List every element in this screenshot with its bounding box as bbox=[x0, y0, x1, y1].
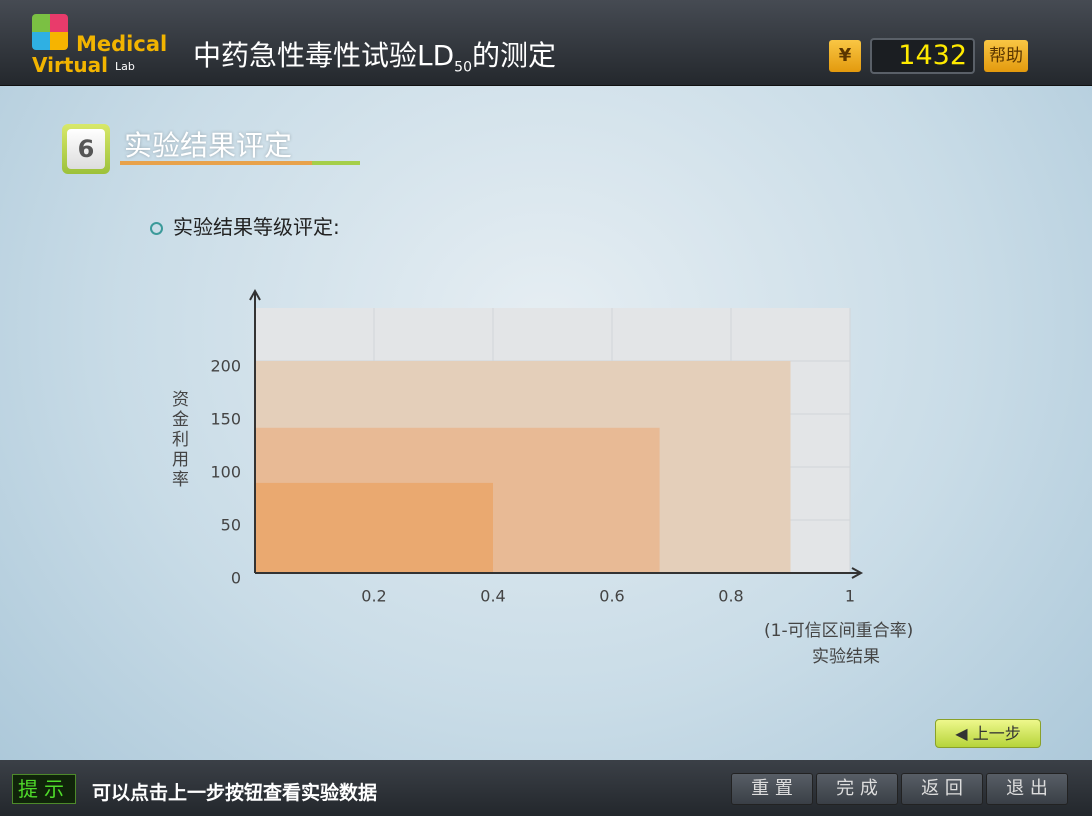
x-axis-arrow bbox=[851, 567, 864, 579]
return-button[interactable]: 返 回 bbox=[901, 773, 983, 805]
title-text: 中药急性毒性试验LD bbox=[193, 39, 455, 72]
exit-button[interactable]: 退 出 bbox=[986, 773, 1068, 805]
help-button[interactable]: 帮助 bbox=[984, 40, 1028, 72]
x-tick-label: 0.2 bbox=[361, 587, 386, 606]
y-tick-label: 200 bbox=[210, 357, 241, 376]
title-text: 的测定 bbox=[472, 39, 557, 72]
title-sub: 50 bbox=[454, 59, 472, 76]
x-axis-label: (1-可信区间重合率) bbox=[764, 621, 914, 641]
logo-text: Medical bbox=[76, 32, 168, 56]
back-button[interactable]: ◀ 上一步 bbox=[935, 719, 1041, 748]
logo-text: Virtual bbox=[32, 53, 108, 77]
counter: 1432 bbox=[870, 38, 975, 74]
y-tick-label: 150 bbox=[210, 410, 241, 429]
x-tick-label: 0.8 bbox=[718, 587, 743, 606]
hint-text: 可以点击上一步按钮查看实验数据 bbox=[92, 782, 378, 804]
step-number: 6 bbox=[67, 129, 105, 169]
finish-button[interactable]: 完 成 bbox=[816, 773, 898, 805]
currency-icon: ¥ bbox=[829, 40, 861, 72]
y-tick-label: 0 bbox=[231, 569, 241, 588]
header-bar: Medical Virtual Lab 中药急性毒性试验LD50的测定 ¥ 14… bbox=[0, 0, 1092, 86]
x-tick-label: 1 bbox=[845, 587, 855, 606]
step-underline bbox=[120, 161, 360, 165]
y-axis-label: 资金利用率 bbox=[168, 390, 188, 490]
section-label: 实验结果等级评定: bbox=[150, 211, 340, 240]
result-region bbox=[255, 482, 493, 573]
y-tick-label: 100 bbox=[210, 463, 241, 482]
reset-button[interactable]: 重 置 bbox=[731, 773, 813, 805]
y-tick-label: 50 bbox=[221, 516, 241, 535]
x-tick-label: 0.4 bbox=[480, 587, 505, 606]
step-badge: 6 bbox=[62, 124, 110, 174]
step-title: 实验结果评定 bbox=[124, 129, 293, 162]
x-axis-title: 实验结果 bbox=[812, 647, 880, 667]
logo-text: Lab bbox=[115, 60, 135, 73]
app-title: 中药急性毒性试验LD50的测定 bbox=[193, 34, 556, 76]
x-tick-label: 0.6 bbox=[599, 587, 624, 606]
y-axis-arrow bbox=[249, 288, 261, 301]
hint-label: 提示 bbox=[12, 774, 76, 804]
logo-icon bbox=[32, 14, 68, 50]
